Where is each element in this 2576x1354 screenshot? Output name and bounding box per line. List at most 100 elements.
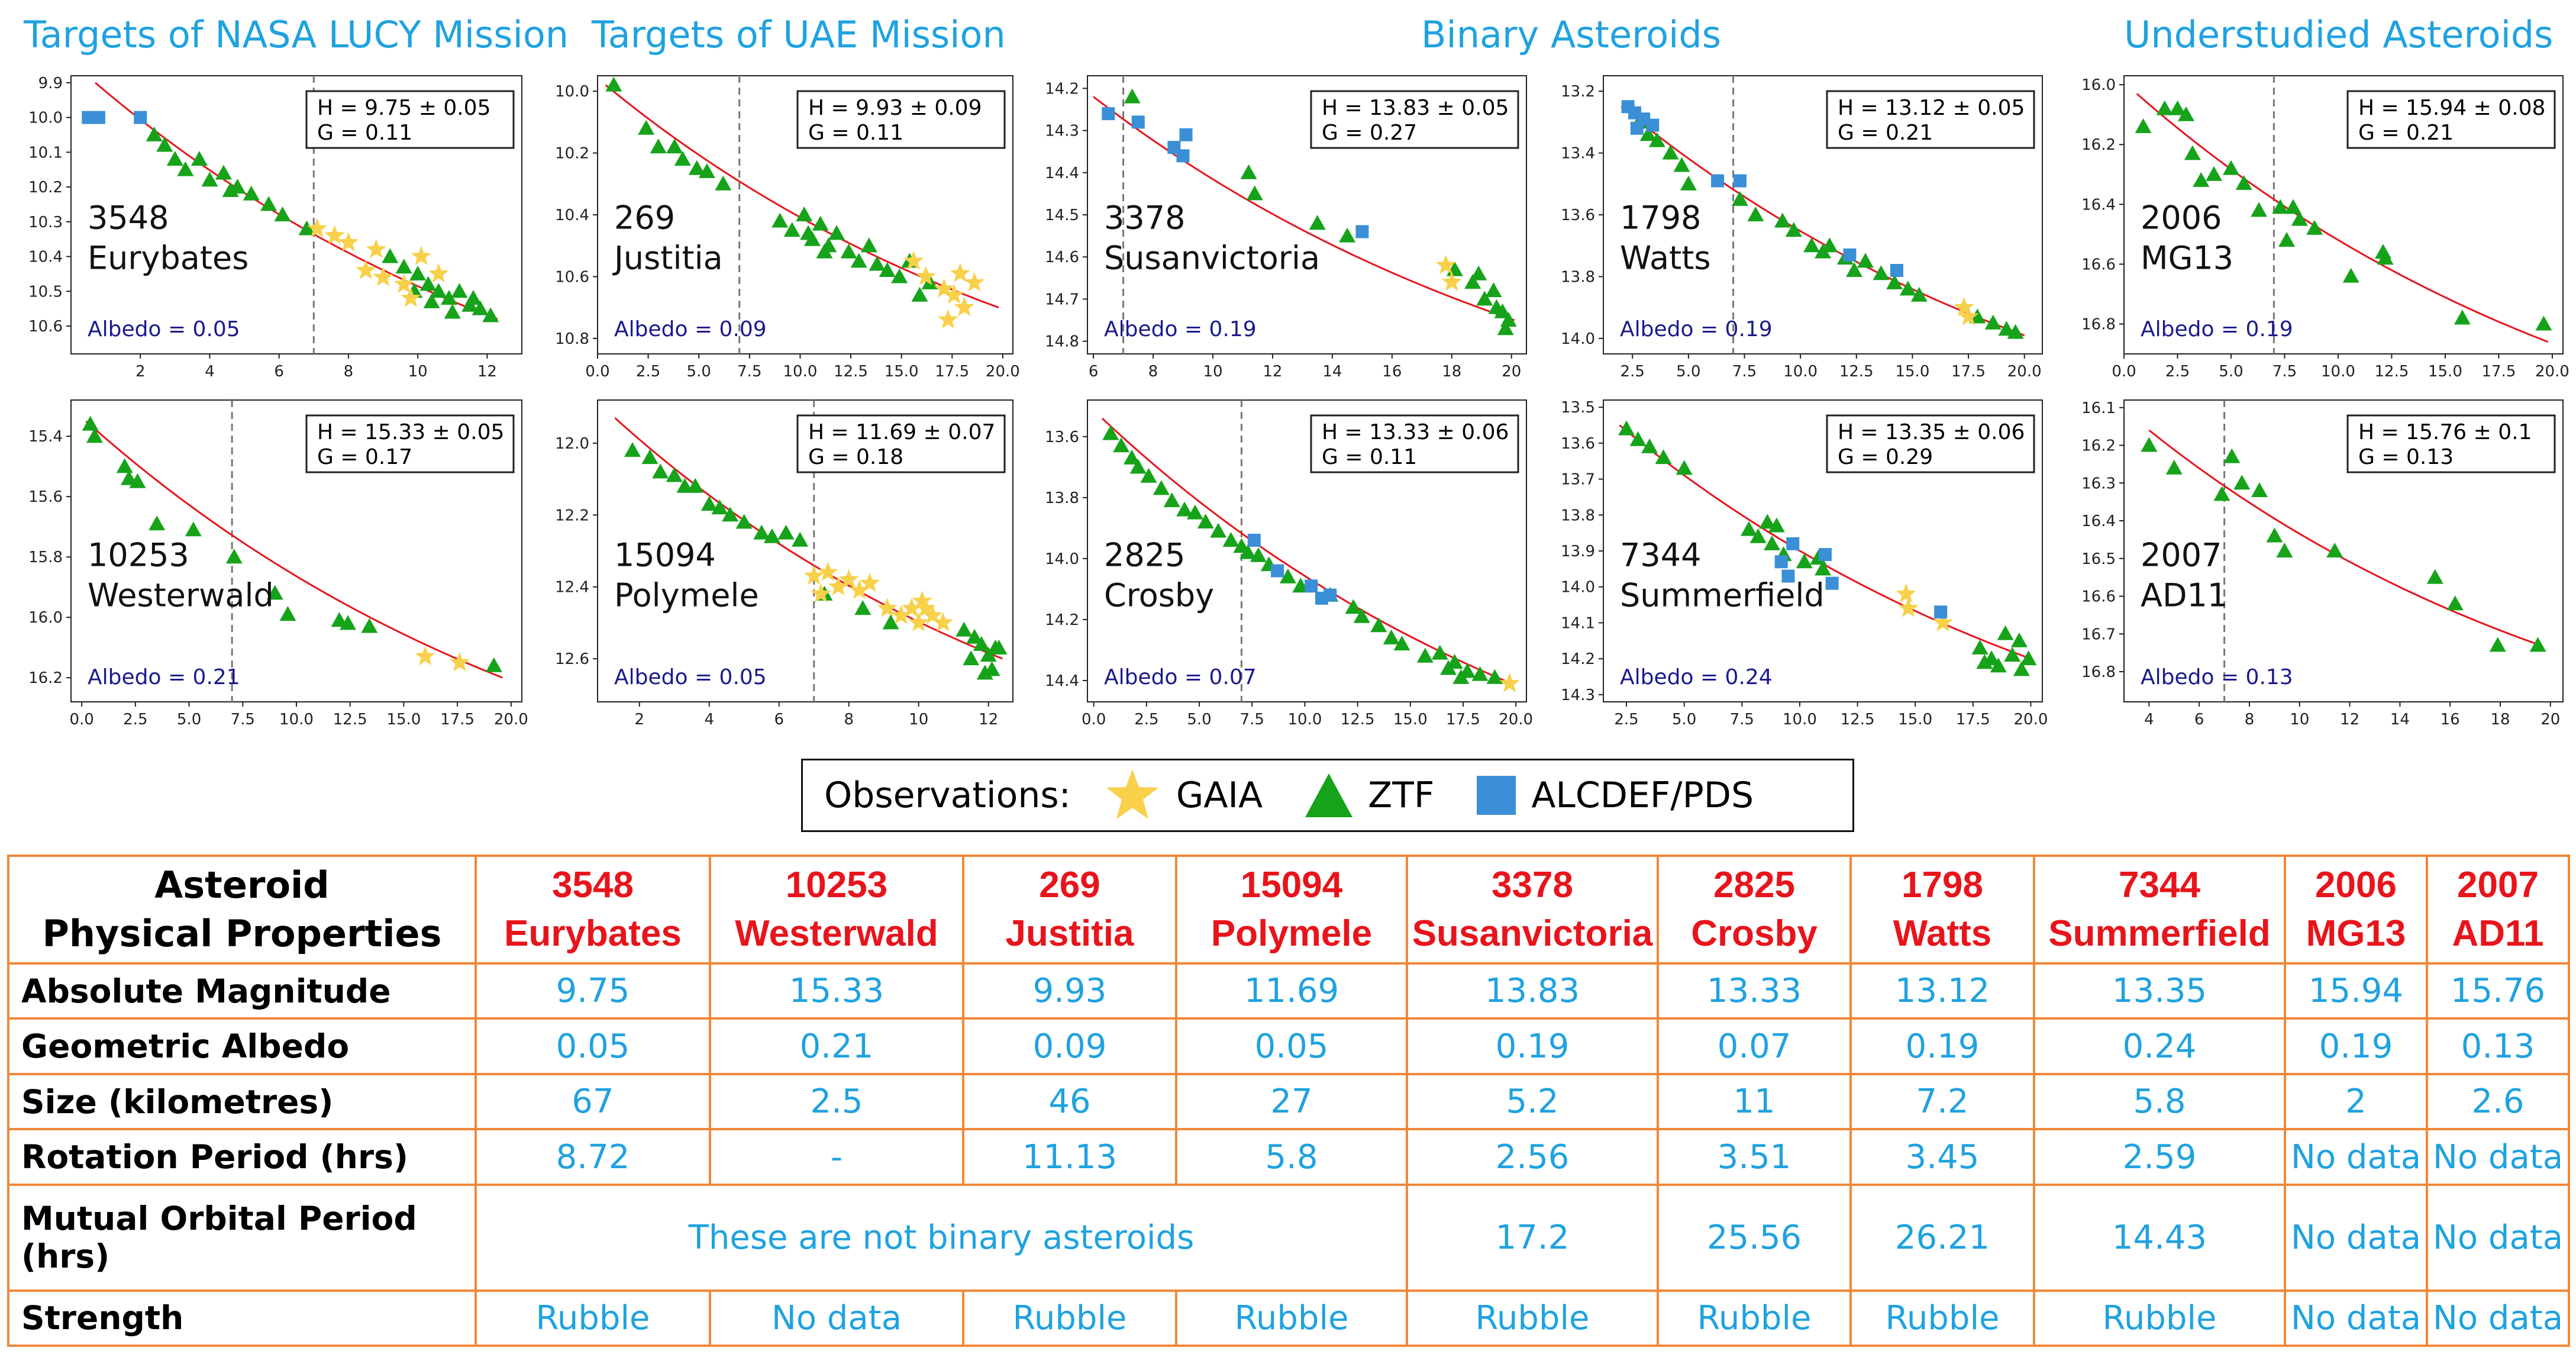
table-cell: 0.13 — [2426, 1017, 2570, 1075]
x-tick-label: 15.0 — [2428, 363, 2462, 381]
y-tick-label: 10.2 — [555, 145, 589, 163]
alcdef-point — [1774, 555, 1788, 569]
column-number: 269 — [1039, 865, 1100, 905]
chart-westerwald: 0.0 2.5 5.0 7.5 10.0 12.5 15.0 17.5 20.0 15.4 15.6… — [28, 399, 528, 728]
asteroid-name: AD11 — [2141, 577, 2228, 614]
y-tick-label: 13.7 — [1561, 471, 1595, 489]
x-tick-label: 0.0 — [2112, 363, 2136, 381]
table-cell: 0.19 — [1849, 1017, 2035, 1075]
chart-panel-polymele: 2 4 6 8 10 12 12.0 12.2 12.4 12.6 H = 11.69 ± 0.07… — [538, 394, 1024, 737]
g-value: G = 0.21 — [2358, 121, 2454, 145]
ztf-point — [382, 248, 399, 263]
ztf-point — [963, 650, 980, 666]
g-value: G = 0.29 — [1838, 445, 1933, 469]
x-tick-label: 10 — [2290, 711, 2309, 728]
column-name: Summerfield — [2048, 913, 2271, 954]
legend-item-gaia: GAIA — [1103, 769, 1263, 822]
table-cell: Rubble — [1657, 1289, 1852, 1347]
ztf-point — [1886, 274, 1903, 289]
ztf-point — [185, 521, 202, 537]
ztf-point — [1976, 654, 1993, 669]
albedo-label: Albedo = 0.13 — [2141, 665, 2293, 689]
ztf-point — [2446, 595, 2464, 611]
gaia-point — [338, 232, 359, 252]
alcdef-point — [1271, 564, 1284, 578]
column-name: MG13 — [2306, 913, 2406, 954]
y-tick-label: 13.5 — [1561, 399, 1595, 417]
ztf-point — [715, 175, 732, 191]
y-tick-label: 16.2 — [28, 669, 63, 687]
x-tick-label: 6 — [774, 711, 784, 728]
ztf-point — [1129, 459, 1147, 474]
asteroid-number: 15094 — [614, 537, 716, 574]
ztf-point — [688, 160, 705, 175]
gaia-point — [1933, 612, 1954, 631]
ztf-point — [1731, 191, 1748, 206]
x-tick-label: 12 — [2340, 711, 2359, 728]
ztf-point — [1857, 253, 1874, 268]
row-label: Size (kilometres) — [7, 1072, 477, 1131]
ztf-point — [430, 283, 447, 298]
gaia-point — [411, 246, 432, 266]
h-value: H = 13.33 ± 0.06 — [1322, 420, 1509, 444]
alcdef-point — [1890, 264, 1903, 277]
ztf-point — [652, 463, 669, 479]
table-header-row: Asteroid Physical Properties 3548 Eurybat… — [7, 855, 2570, 965]
ztf-point — [796, 207, 813, 221]
alcdef-point — [1646, 118, 1660, 132]
gaia-point — [932, 612, 954, 631]
y-tick-label: 10.6 — [28, 318, 63, 336]
column-number: 3548 — [552, 865, 634, 905]
alcdef-point — [92, 111, 105, 124]
ztf-point — [1676, 460, 1693, 475]
column-header-polymele: 15094 Polymele — [1175, 855, 1408, 965]
ztf-point — [2233, 475, 2251, 490]
ztf-point — [2193, 172, 2210, 187]
table-cell: No data — [2284, 1128, 2428, 1186]
y-tick-label: 10.1 — [28, 144, 63, 162]
y-tick-label: 14.0 — [1045, 550, 1079, 568]
ztf-point — [763, 528, 780, 543]
chart-justitia: 0.0 2.5 5.0 7.5 10.0 12.5 15.0 17.5 20.0 10.0 10.2… — [555, 75, 1020, 381]
ztf-point — [674, 151, 691, 166]
ztf-point — [828, 225, 845, 240]
fit-curve — [85, 420, 503, 679]
gaia-point — [915, 598, 936, 617]
ztf-point — [2165, 459, 2183, 475]
asteroid-number: 1798 — [1620, 199, 1701, 237]
group-title-uae: Targets of UAE Mission — [592, 13, 1006, 56]
x-tick-label: 5.0 — [687, 363, 711, 381]
column-number: 2825 — [1713, 865, 1795, 905]
table-cell: 25.56 — [1657, 1183, 1852, 1292]
ztf-point — [2184, 145, 2201, 160]
y-tick-label: 13.6 — [1561, 207, 1595, 224]
ztf-point — [1153, 480, 1170, 495]
x-tick-label: 18 — [1442, 363, 1461, 381]
x-tick-label: 10.0 — [1783, 363, 1818, 381]
table-cell: No data — [2426, 1289, 2570, 1347]
ztf-point — [1680, 175, 1697, 191]
gaia-point — [838, 569, 859, 589]
asteroid-name: Westerwald — [88, 577, 274, 614]
column-name: AD11 — [2452, 913, 2544, 954]
gaia-point — [1896, 583, 1916, 603]
y-tick-label: 16.2 — [2081, 437, 2116, 455]
ztf-point — [2278, 231, 2296, 247]
y-tick-label: 14.2 — [1045, 611, 1079, 629]
table-cell: 2 — [2284, 1072, 2428, 1131]
ztf-point — [444, 304, 461, 319]
ztf-point — [485, 657, 502, 672]
y-tick-label: 14.3 — [1561, 686, 1595, 704]
ztf-point — [1846, 262, 1862, 277]
column-name: Justitia — [1005, 913, 1134, 954]
ztf-point — [1246, 185, 1263, 201]
gaia-point — [307, 218, 328, 238]
x-tick-label: 5.0 — [2219, 363, 2243, 381]
y-tick-label: 14.1 — [1561, 614, 1595, 632]
ztf-point — [1655, 449, 1672, 465]
ztf-point — [1176, 501, 1193, 517]
ztf-point — [2222, 160, 2239, 175]
table-cell: 15.76 — [2426, 962, 2570, 1020]
gaia-point — [950, 263, 971, 282]
asteroid-name: Eurybates — [88, 240, 248, 277]
